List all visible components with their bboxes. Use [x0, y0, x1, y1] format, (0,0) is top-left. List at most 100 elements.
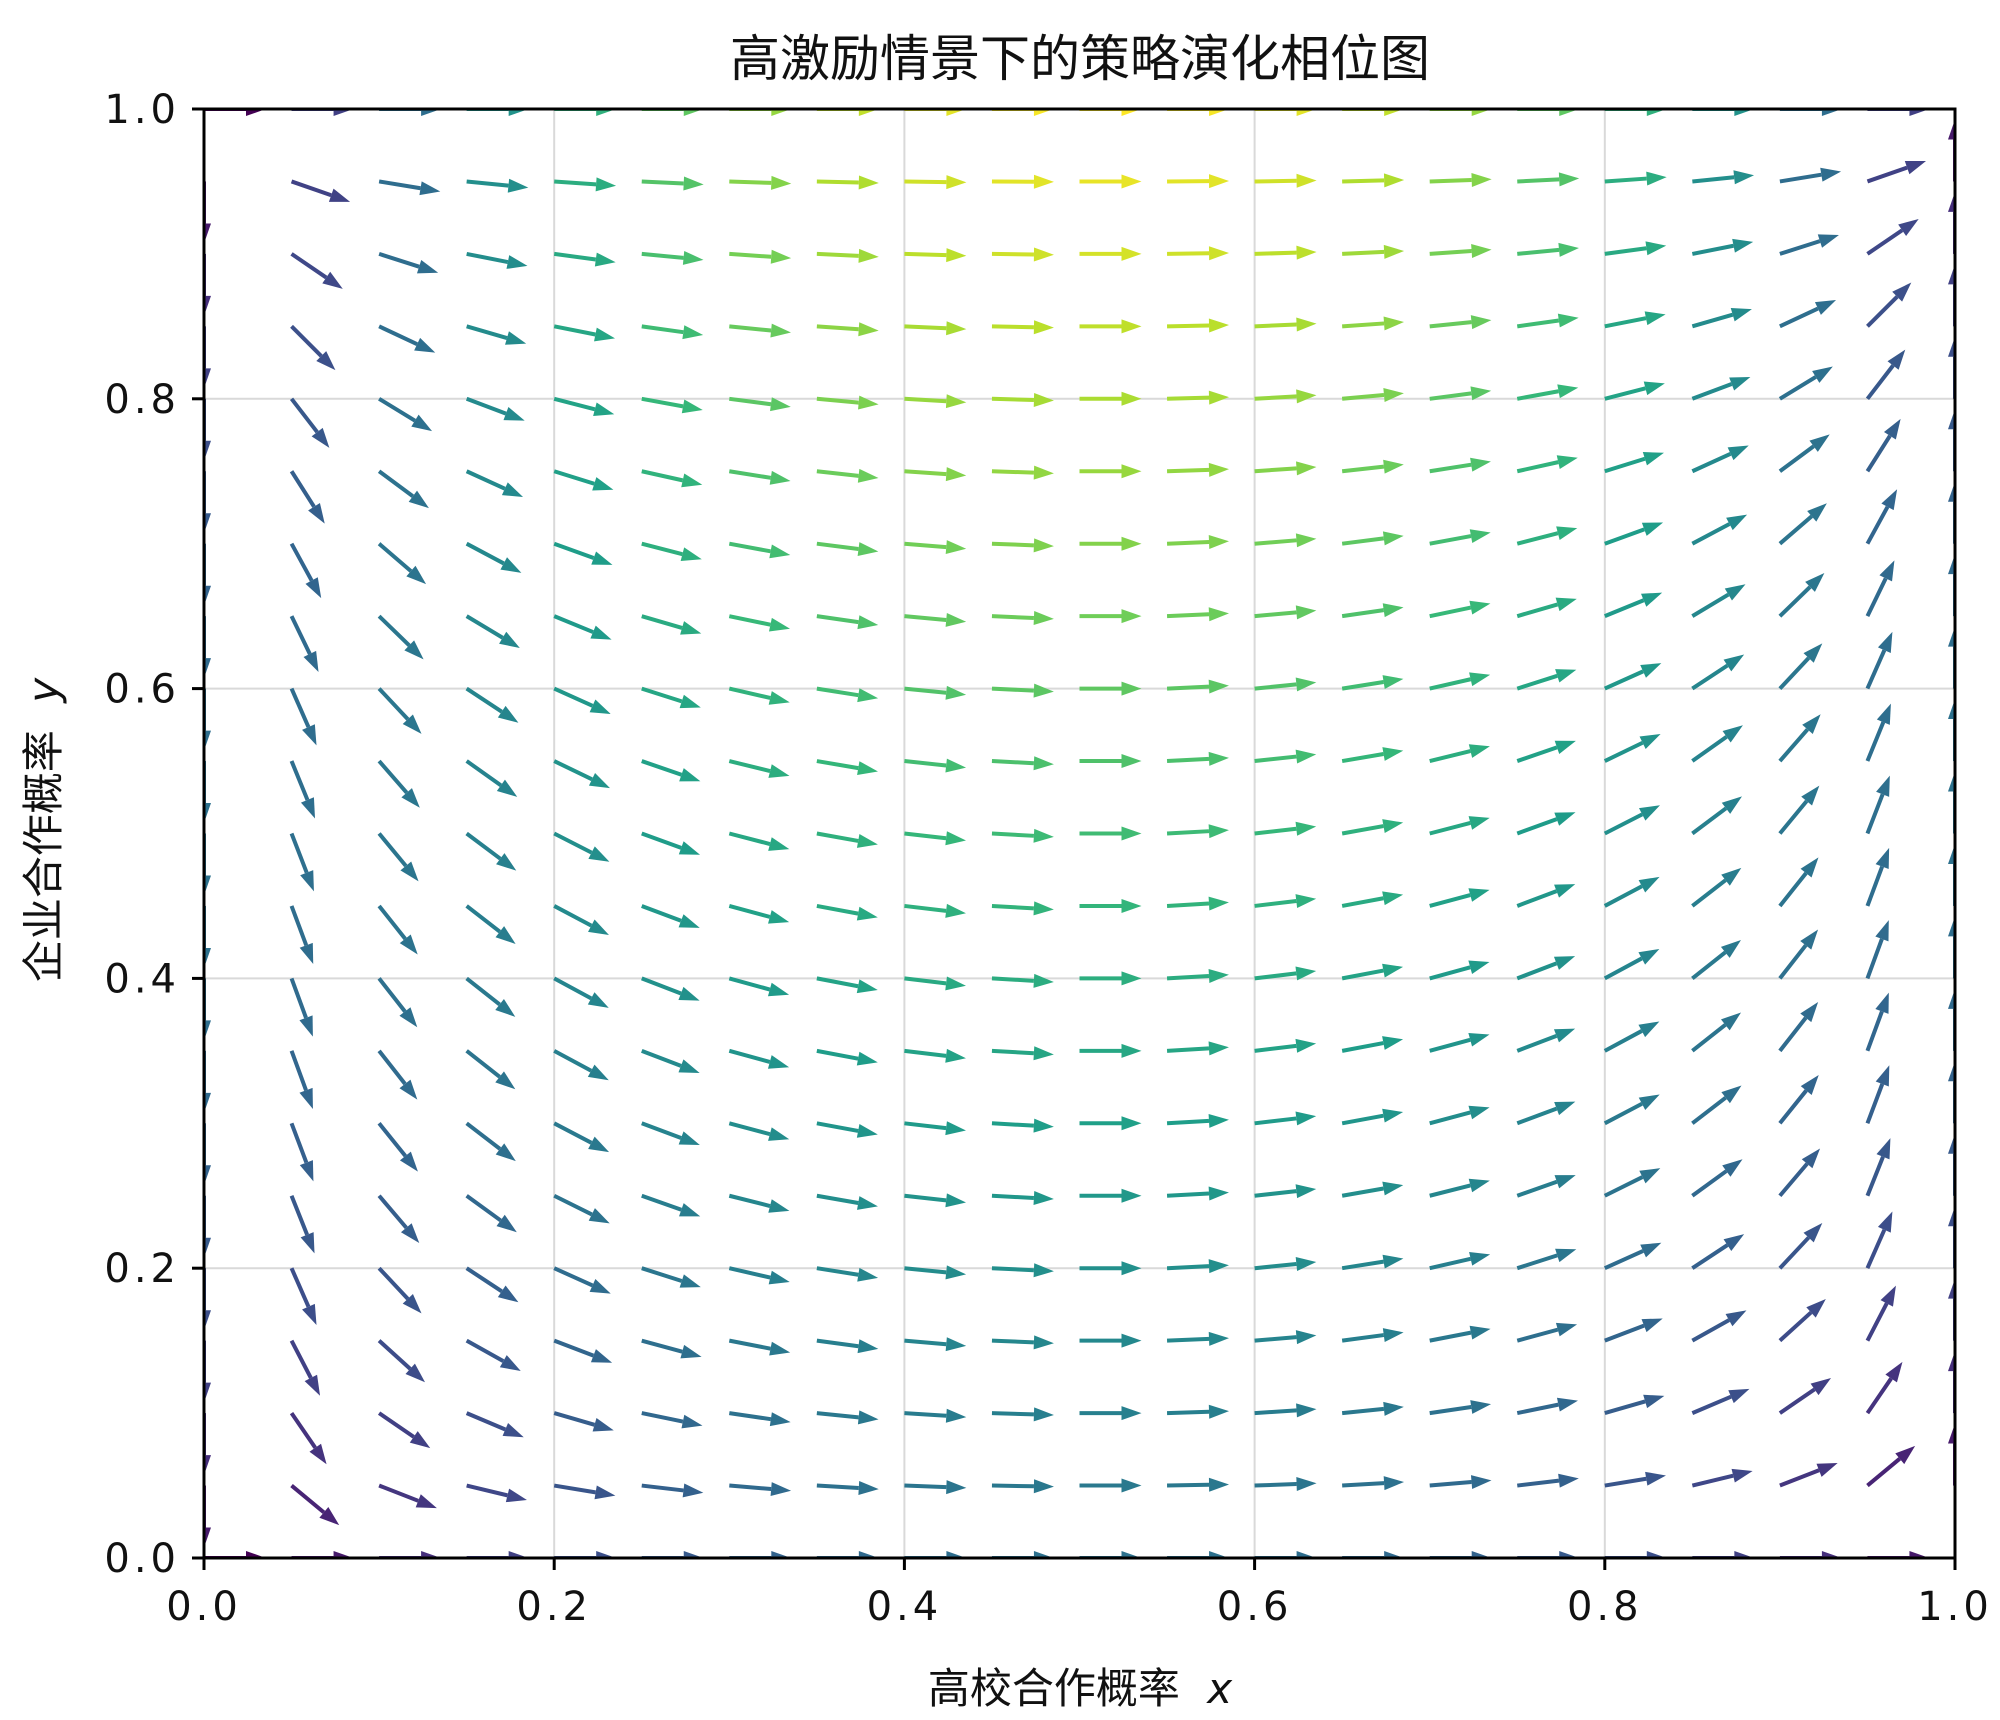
field-arrow [1516, 884, 1576, 908]
field-arrow [1079, 1043, 1142, 1058]
field-arrow [1778, 929, 1819, 980]
field-arrow-head [1469, 600, 1491, 615]
field-arrow-head [683, 176, 704, 191]
field-arrow-head [769, 470, 791, 485]
field-arrow-head [1033, 973, 1054, 988]
field-arrow [553, 904, 609, 935]
field-arrow [377, 687, 422, 734]
field-arrow-head [1646, 171, 1667, 186]
field-arrow-head [1208, 246, 1230, 261]
field-arrow-shaft [1691, 243, 1734, 256]
field-arrow-head [1121, 1116, 1142, 1131]
field-arrow-shaft [553, 324, 596, 337]
field-arrow [377, 904, 418, 955]
field-arrow-head [945, 540, 967, 555]
field-arrow [1254, 109, 1317, 116]
field-arrow [816, 1338, 879, 1354]
field-arrow-shaft [816, 831, 859, 843]
field-arrow-head [1468, 1178, 1490, 1193]
field-arrow [1079, 826, 1142, 841]
field-arrow-shaft [1429, 1330, 1472, 1343]
field-arrow [816, 903, 878, 921]
field-arrow [904, 467, 967, 482]
x-tick-label: 0.4 [867, 1584, 943, 1630]
field-arrow-shaft [465, 1121, 502, 1151]
field-arrow-head [496, 779, 518, 797]
field-arrow [1604, 109, 1667, 116]
field-arrow [729, 1411, 791, 1427]
field-arrow-shaft [553, 1338, 595, 1358]
field-arrow-shaft [991, 1483, 1034, 1489]
field-arrow-head [1208, 1041, 1229, 1056]
field-arrow [1341, 1401, 1404, 1416]
field-arrow-head [680, 547, 702, 561]
field-arrow-head [204, 1382, 211, 1403]
field-arrow-shaft [904, 831, 947, 841]
field-arrow-shaft [641, 324, 684, 335]
field-arrow [466, 109, 529, 116]
field-arrow [641, 1483, 704, 1498]
field-arrow-shaft [1778, 728, 1809, 763]
field-arrow [204, 1050, 211, 1113]
field-arrow-shaft [1166, 1046, 1210, 1053]
field-arrow [1948, 409, 1955, 472]
field-arrow [1691, 1159, 1743, 1198]
field-arrow-head [857, 1339, 879, 1354]
field-arrow-head [1296, 1403, 1317, 1418]
field-arrow [290, 1484, 340, 1526]
field-arrow-head [1470, 457, 1491, 472]
field-arrow-head [1876, 703, 1891, 725]
field-arrow [729, 1482, 792, 1497]
field-arrow [991, 247, 1054, 262]
field-arrow-head [595, 177, 617, 192]
field-arrow-head [768, 764, 790, 778]
field-arrow [641, 396, 703, 414]
field-arrow [904, 1408, 967, 1423]
field-arrow-head [1887, 349, 1906, 370]
field-arrow-head [411, 414, 433, 432]
field-arrow-head [679, 1274, 701, 1288]
field-arrow [1341, 891, 1404, 908]
field-arrow-head [1296, 389, 1317, 404]
field-arrow [289, 977, 313, 1037]
field-arrow-shaft [1341, 1113, 1384, 1126]
field-arrow [991, 756, 1054, 771]
field-arrow-shaft [465, 1266, 503, 1293]
field-arrow-shaft [377, 1266, 410, 1301]
field-arrow [553, 1121, 610, 1153]
field-arrow [204, 1485, 211, 1548]
field-arrow-head [497, 1285, 519, 1303]
field-arrow [378, 1483, 437, 1509]
field-arrow [1516, 313, 1579, 329]
field-arrow-head [945, 758, 967, 773]
field-arrow-shaft [641, 469, 684, 483]
field-arrow-head [495, 926, 516, 944]
field-arrow-shaft [1166, 540, 1210, 546]
field-arrow-head [858, 248, 879, 263]
field-arrow [378, 397, 433, 432]
field-arrow-head [406, 565, 427, 585]
field-arrow-shaft [1778, 1387, 1816, 1415]
field-arrow-shaft [1865, 364, 1895, 401]
field-arrow [466, 324, 527, 345]
field-arrow-shaft [553, 904, 593, 928]
field-arrow-shaft [904, 1048, 947, 1058]
field-arrow [289, 1411, 327, 1465]
field-arrow-shaft [1516, 961, 1558, 981]
y-tick-label: 0.8 [104, 377, 180, 423]
field-arrow-head [588, 919, 609, 935]
field-arrow-head [1948, 409, 1955, 430]
field-arrow [1604, 171, 1667, 186]
field-arrow-shaft [466, 324, 508, 340]
field-arrow-head [769, 544, 791, 559]
field-arrow-shaft [1603, 956, 1643, 981]
field-arrow [290, 252, 343, 289]
field-arrow [641, 1411, 703, 1429]
field-arrow [1691, 445, 1749, 474]
field-arrow-shaft [465, 1411, 507, 1432]
field-arrow-head [1383, 459, 1404, 474]
field-arrow [1517, 172, 1580, 187]
field-arrow-shaft [1342, 249, 1385, 256]
field-arrow-head [1468, 960, 1490, 975]
field-arrow-head [1121, 1478, 1142, 1493]
